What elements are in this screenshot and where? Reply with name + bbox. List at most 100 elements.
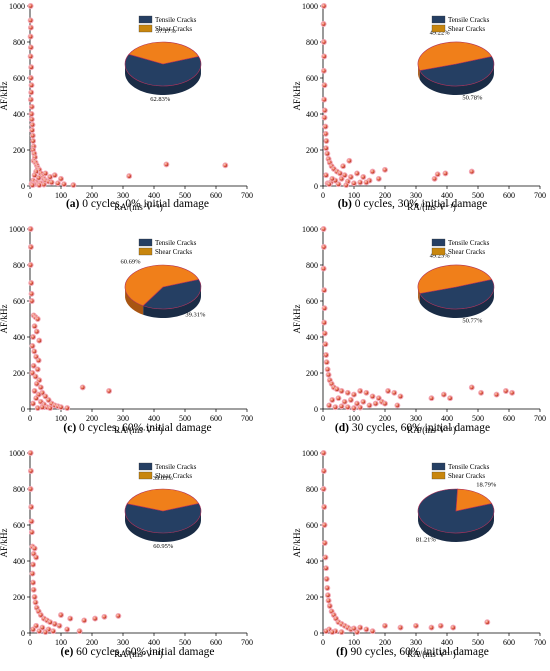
data-point	[323, 576, 330, 582]
data-point	[323, 145, 330, 152]
y-tick-label: 400	[306, 557, 318, 566]
legend-label: Shear Cracks	[155, 472, 192, 480]
data-point	[397, 393, 404, 400]
data-point	[394, 402, 401, 409]
legend-label: Tensile Cracks	[448, 239, 490, 247]
x-tick-label: 0	[28, 638, 32, 647]
data-point	[357, 179, 364, 186]
data-point	[326, 402, 333, 409]
data-point	[357, 404, 364, 411]
data-point	[337, 170, 343, 177]
data-point	[372, 400, 379, 407]
pie-slice-shear	[417, 41, 493, 71]
legend-swatch	[431, 247, 446, 256]
data-point	[493, 391, 500, 398]
legend-swatch	[138, 471, 153, 480]
data-point	[31, 172, 38, 179]
panel-caption: (f) 90 cycles, 60% initial damage	[275, 646, 550, 658]
x-tick-label: 200	[379, 638, 391, 647]
x-axis-title: RA/(ms·V⁻¹)	[114, 425, 162, 435]
x-tick-label: 200	[379, 191, 391, 200]
data-point	[397, 624, 404, 631]
y-tick-label: 1000	[302, 2, 318, 11]
panel-caption-letter: (e)	[60, 646, 74, 658]
pie-side	[418, 288, 420, 303]
data-point	[509, 389, 516, 396]
data-point	[34, 366, 41, 373]
data-point	[58, 175, 64, 182]
data-point	[29, 370, 36, 376]
y-axis-title: AF/kHz	[0, 304, 9, 333]
x-tick-label: 500	[472, 191, 484, 200]
pie-label-shear: 49.23%	[430, 253, 451, 260]
data-point	[92, 615, 99, 622]
data-point	[27, 244, 34, 250]
data-point	[375, 395, 382, 402]
data-point	[126, 173, 133, 180]
x-tick-label: 300	[410, 414, 422, 423]
data-point	[354, 170, 361, 177]
data-point	[344, 404, 351, 411]
data-point	[320, 67, 327, 74]
x-tick-label: 100	[348, 191, 360, 200]
panel-caption: (d) 30 cycles, 60% initial damage	[275, 422, 550, 434]
x-tick-label: 500	[472, 414, 484, 423]
data-point	[42, 170, 49, 177]
data-point	[58, 612, 64, 618]
data-point	[29, 121, 36, 128]
pie-label-tensile: 81.21%	[416, 537, 437, 544]
data-point	[28, 529, 35, 536]
data-point	[67, 615, 74, 622]
y-tick-label: 400	[13, 333, 25, 342]
data-point	[323, 138, 330, 144]
data-point	[31, 594, 38, 600]
x-tick-label: 0	[28, 414, 32, 423]
x-tick-label: 0	[321, 191, 325, 200]
pie-label-shear: 18.79%	[476, 481, 497, 488]
x-tick-label: 300	[410, 191, 422, 200]
data-point	[32, 373, 39, 380]
data-point	[61, 181, 68, 188]
x-tick-label: 100	[348, 414, 360, 423]
data-point	[30, 400, 37, 407]
data-point	[320, 486, 327, 492]
panel-caption-text: 0 cycles, 30% initial damage	[351, 198, 488, 210]
data-point	[76, 628, 83, 635]
data-point	[334, 386, 340, 393]
data-point	[326, 181, 333, 188]
data-point	[28, 89, 35, 96]
panel-caption-text: 0 cycles, 60% initial damage	[76, 422, 212, 434]
data-point	[29, 127, 36, 134]
pie-side	[419, 288, 494, 318]
legend-label: Tensile Cracks	[448, 16, 490, 24]
x-tick-label: 400	[441, 191, 453, 200]
x-tick-label: 300	[117, 191, 129, 200]
data-point	[30, 561, 37, 568]
data-point	[363, 179, 370, 186]
data-point	[325, 371, 332, 378]
x-axis-title: RA/(ms·V⁻¹)	[407, 202, 455, 212]
x-tick-label: 200	[379, 414, 391, 423]
y-tick-label: 600	[306, 521, 318, 530]
scatter-panel: 0 100 200 300 400 500 600 700 0 200 400 600 800 1000 R…	[0, 449, 253, 659]
data-point	[447, 395, 454, 402]
data-point	[163, 161, 170, 168]
y-tick-label: 600	[13, 521, 25, 530]
pie-side	[418, 511, 494, 542]
legend-label: Shear Cracks	[155, 248, 192, 256]
pie-slice-shear	[455, 488, 493, 512]
x-axis-title: RA/(ms·V⁻¹)	[407, 425, 455, 435]
pie-label-shear: 37.17%	[156, 28, 177, 35]
data-point	[351, 625, 357, 632]
data-point	[37, 612, 44, 618]
data-point	[33, 622, 40, 629]
data-point	[47, 174, 54, 180]
legend-swatch	[431, 471, 446, 480]
x-tick-label: 600	[210, 414, 222, 423]
data-point	[106, 388, 113, 394]
data-point	[33, 395, 40, 402]
data-point	[338, 175, 345, 182]
data-point	[320, 226, 327, 232]
data-point	[36, 628, 43, 635]
